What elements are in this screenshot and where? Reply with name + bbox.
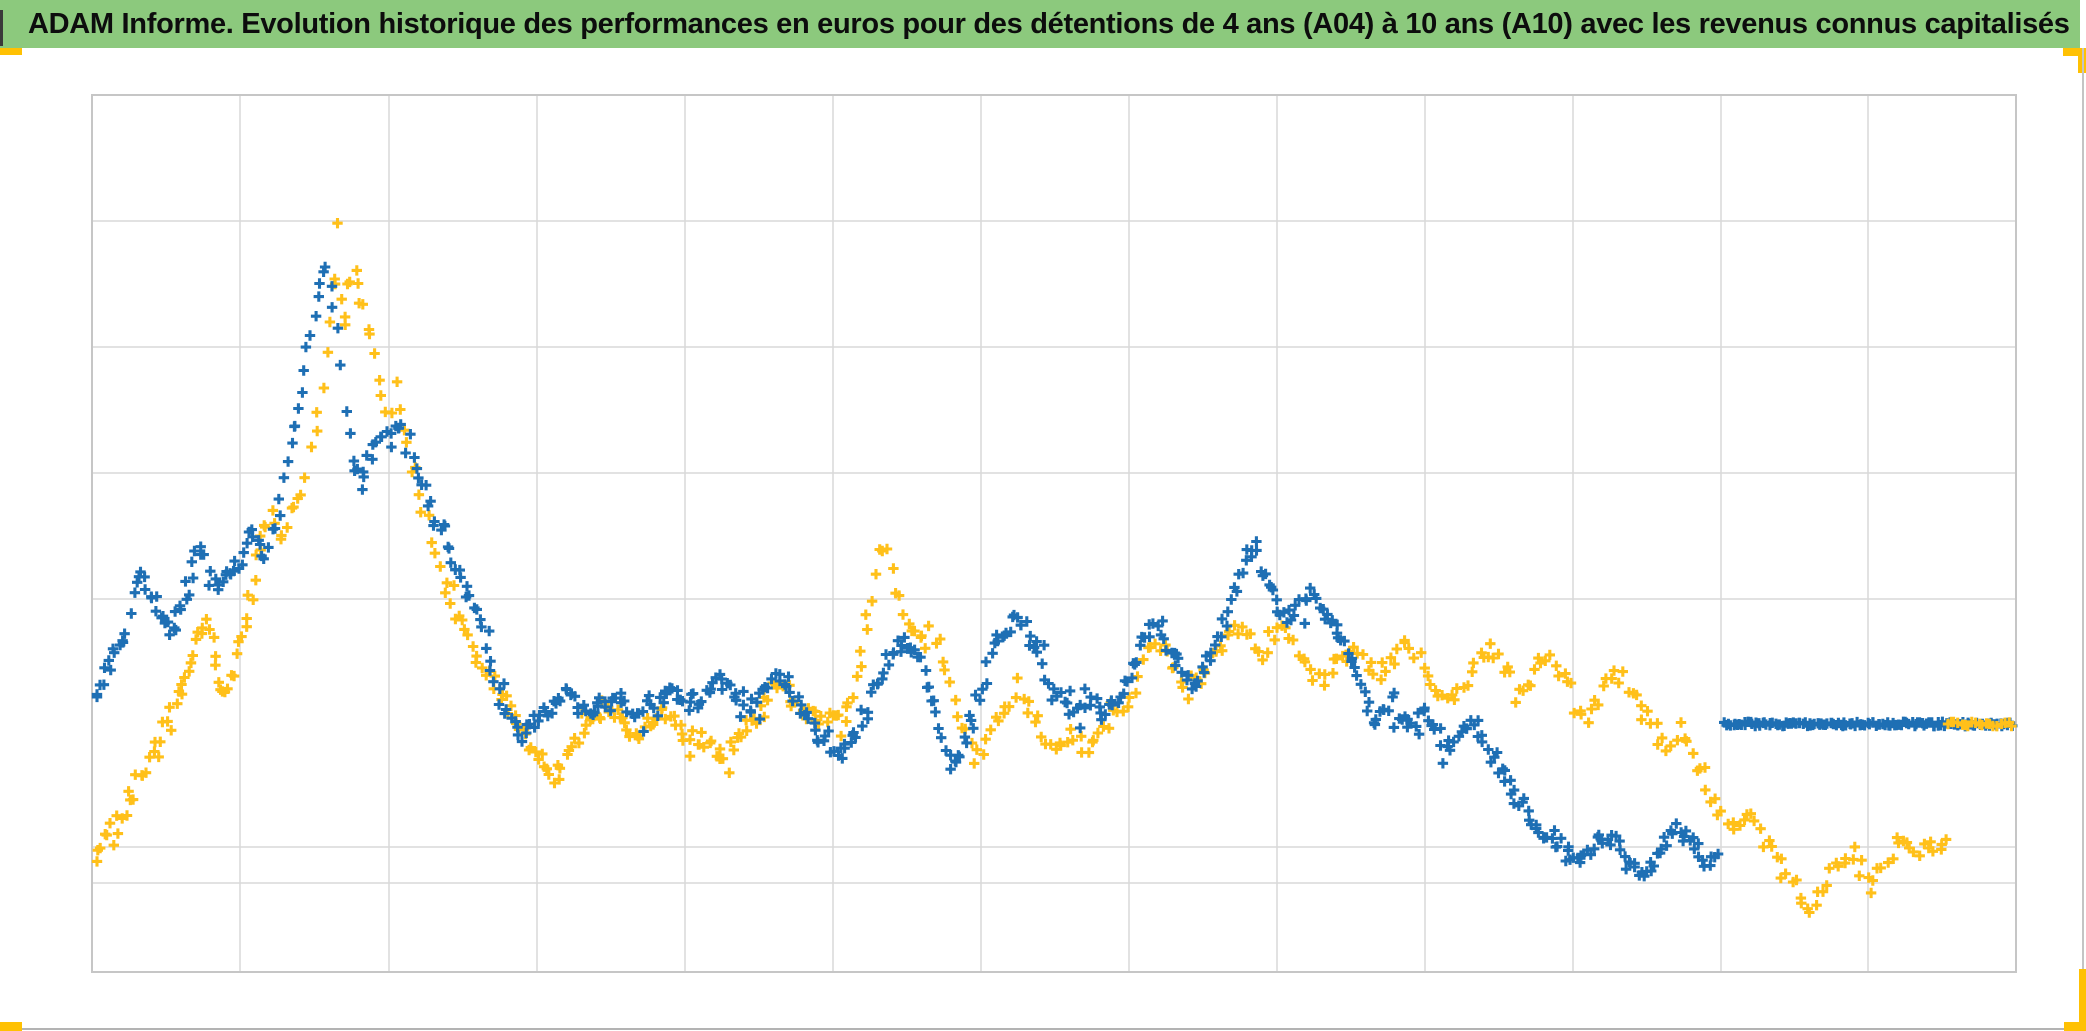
- gridlines: [92, 95, 2016, 972]
- left-edge-tick: [0, 10, 3, 46]
- series-blue-holding-series: [91, 261, 1724, 882]
- plot-border: [91, 94, 2017, 973]
- series-gold-holding-series-flat: [1942, 716, 2017, 732]
- corner-accent-bottom-right-leg: [2079, 969, 2086, 1031]
- corner-accent-top-left: [0, 48, 22, 55]
- title-bar: ADAM Informe. Evolution historique des p…: [0, 0, 2080, 48]
- corner-accent-bottom-left: [0, 1022, 22, 1031]
- corner-accent-bottom-right-bar: [2064, 1022, 2086, 1031]
- bottom-divider: [0, 1028, 2086, 1030]
- right-divider: [2082, 48, 2084, 1031]
- corner-accent-top-right-bar: [2063, 48, 2086, 56]
- series-gold-holding-series: [91, 218, 1952, 918]
- page-title: ADAM Informe. Evolution historique des p…: [28, 7, 2070, 40]
